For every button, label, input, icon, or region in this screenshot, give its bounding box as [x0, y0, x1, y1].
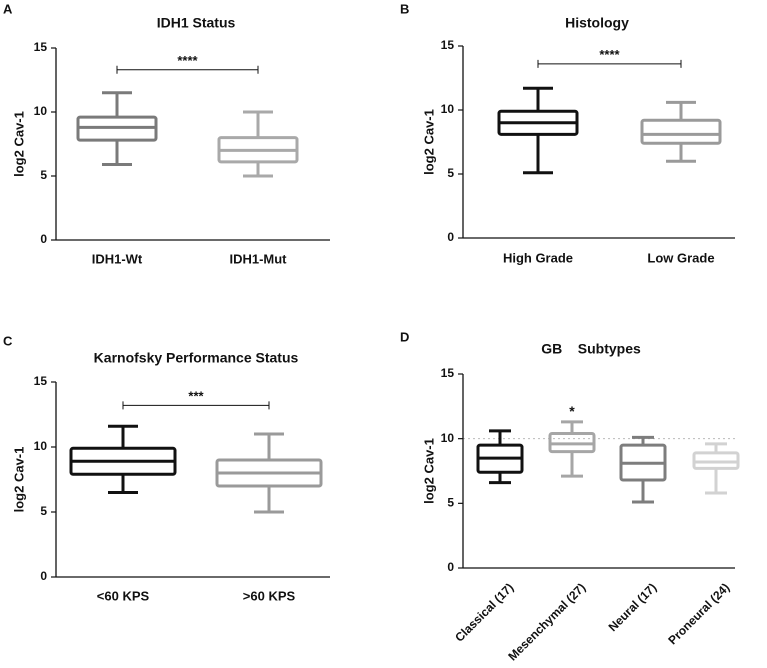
chart-panel-c: C Karnofsky Performance Status log2 Cav-1 0… [3, 333, 330, 603]
x-tick-label: Classical (17) [452, 580, 516, 644]
y-tick-label: 15 [441, 38, 455, 52]
chart-title: GB Subtypes [541, 341, 641, 357]
y-tick-label: 15 [34, 40, 48, 54]
x-tick-label: IDH1-Mut [229, 251, 287, 266]
y-tick-label: 10 [441, 431, 455, 445]
y-tick-label: 0 [447, 560, 454, 574]
x-tick-label: High Grade [503, 250, 573, 265]
y-tick-label: 10 [441, 102, 455, 116]
y-axis-label: log2 Cav-1 [11, 111, 26, 177]
y-axis-label: log2 Cav-1 [421, 109, 436, 175]
significance-label: **** [599, 47, 620, 62]
chart-title: IDH1 Status [157, 15, 236, 31]
x-tick-label: Mesenchymal (27) [505, 580, 588, 663]
chart-panel-b: B Histology log2 Cav-1 0 5 10 15 High Grade Low … [400, 1, 735, 265]
panel-letter: C [3, 333, 13, 348]
y-tick-label: 0 [447, 230, 454, 244]
chart-panel-d: D GB Subtypes log2 Cav-1 0 5 10 15 Classical (1… [400, 329, 740, 663]
box-0 [69, 424, 177, 494]
box-1 [640, 100, 722, 163]
box-1 [548, 420, 596, 478]
box-3 [692, 442, 740, 495]
y-tick-label: 10 [34, 439, 48, 453]
chart-panel-a: A IDH1 Status log2 Cav-1 0 5 10 15 IDH1-Wt IDH1-… [3, 1, 330, 266]
box-0 [76, 91, 158, 166]
box-iqr [640, 118, 722, 145]
chart-title: Karnofsky Performance Status [94, 350, 299, 366]
significance-label: * [569, 403, 575, 419]
y-tick-label: 0 [40, 569, 47, 583]
x-tick-label: Low Grade [647, 250, 714, 265]
panel-letter: B [400, 1, 409, 16]
significance-label: *** [188, 388, 204, 403]
y-tick-label: 15 [34, 374, 48, 388]
x-tick-label: <60 KPS [97, 588, 150, 603]
box-0 [497, 86, 579, 175]
y-axis-label: log2 Cav-1 [11, 447, 26, 513]
y-tick-label: 5 [40, 504, 47, 518]
y-tick-label: 5 [447, 166, 454, 180]
box-1 [215, 432, 323, 514]
y-tick-label: 5 [40, 168, 47, 182]
y-tick-label: 15 [441, 366, 455, 380]
x-tick-label: IDH1-Wt [92, 251, 143, 266]
box-2 [619, 435, 667, 504]
chart-title: Histology [565, 15, 629, 31]
box-1 [217, 110, 299, 178]
box-0 [476, 429, 524, 485]
panel-letter: D [400, 329, 409, 344]
significance-label: **** [177, 53, 198, 68]
y-tick-label: 10 [34, 104, 48, 118]
x-tick-label: >60 KPS [243, 588, 296, 603]
y-tick-label: 0 [40, 232, 47, 246]
y-tick-label: 5 [447, 496, 454, 510]
x-tick-label: Proneural (24) [665, 580, 732, 647]
x-tick-label: Neural (17) [606, 580, 660, 634]
panel-letter: A [3, 1, 13, 16]
y-axis-label: log2 Cav-1 [421, 438, 436, 504]
